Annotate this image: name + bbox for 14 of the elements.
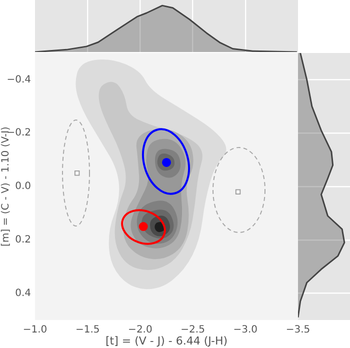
y-tick-label: −0.2 — [6, 128, 31, 139]
y-tick-label: −0.4 — [6, 74, 31, 86]
y-tick-label: 0.0 — [15, 181, 31, 192]
y-tick-label: 0.2 — [15, 234, 31, 246]
x-tick-label: −2.0 — [128, 324, 152, 336]
x-tick-label: −3.0 — [233, 324, 258, 336]
y-tick-label: 0.4 — [15, 288, 31, 299]
x-tick-label: −3.5 — [286, 324, 310, 336]
point — [235, 189, 241, 194]
x-tick-label: −1.5 — [75, 324, 100, 336]
point — [74, 170, 80, 176]
x-tick-label: −1.0 — [22, 324, 48, 336]
x-axis-title: [t] = (V - J) - 6.44 (J-H) — [105, 334, 228, 348]
x-tick-label: −2.5 — [180, 324, 205, 336]
